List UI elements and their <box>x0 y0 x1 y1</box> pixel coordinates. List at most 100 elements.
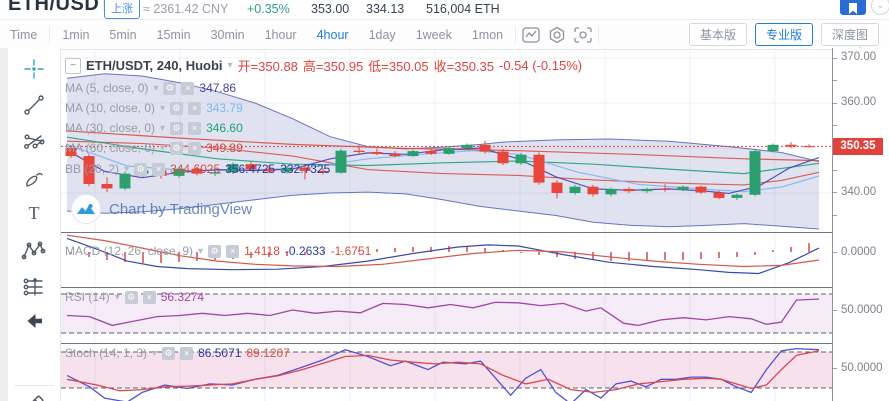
ma5-legend-row: MA (5, close, 0) ▾ ⚙ × 347.86 <box>65 81 236 95</box>
panel-divider[interactable] <box>61 232 889 233</box>
gear-icon[interactable]: ⚙ <box>170 141 184 155</box>
chevron-down-icon[interactable]: ▾ <box>160 122 166 134</box>
low-24h: 334.13 <box>366 2 405 16</box>
fib-lines-tool[interactable] <box>21 274 47 300</box>
close-icon[interactable]: × <box>226 244 240 258</box>
axis-tick-360: 360.00 <box>841 96 877 108</box>
rsi-value: 56.3274 <box>160 290 205 304</box>
gear-icon[interactable]: ⚙ <box>134 162 148 176</box>
xabcd-pattern-tool[interactable] <box>21 238 47 264</box>
gear-icon[interactable]: ⚙ <box>170 121 184 135</box>
chart-toolbar: Time 1min 5min 15min 30min 1hour 4hour 1… <box>0 19 889 50</box>
ruler-tool[interactable] <box>21 392 47 401</box>
price-axis[interactable]: 370.00 360.00 340.00 350.35 0.0000 50.00… <box>832 48 889 401</box>
chevron-down-icon[interactable]: ▾ <box>124 163 130 175</box>
bb-basis-value: 344.6025 <box>170 162 221 176</box>
gear-icon[interactable]: ⚙ <box>124 290 138 304</box>
symbol-title[interactable]: ETH/USDT, 240, Huobi <box>86 58 223 73</box>
stoch-legend-row: Stoch (14, 1, 3) ▾ ⚙ × 86.5071 89.1207 <box>65 346 290 360</box>
gear-icon[interactable]: ⚙ <box>170 101 184 115</box>
gear-icon[interactable]: ⚙ <box>208 244 222 258</box>
panel-divider[interactable] <box>61 287 889 288</box>
trend-line-tool[interactable] <box>21 92 47 118</box>
ma30-label[interactable]: MA (30, close, 0) <box>65 121 156 135</box>
timeframe-15min[interactable]: 15min <box>156 27 191 42</box>
brush-tool[interactable] <box>21 166 47 192</box>
change-percent: +0.35% <box>247 2 290 16</box>
rsi-legend-row: RSI (14) ▾ ⚙ × 56.3274 <box>65 290 204 304</box>
macd-value-2: -0.2633 <box>284 244 326 258</box>
crosshair-tool[interactable] <box>21 56 47 82</box>
close-icon[interactable]: × <box>188 121 202 135</box>
separator <box>49 26 51 43</box>
timeframe-1hour[interactable]: 1hour <box>264 27 297 42</box>
ma30-legend-row: MA (30, close, 0) ▾ ⚙ × 346.60 <box>65 121 243 135</box>
ma5-value: 347.86 <box>199 81 237 95</box>
basic-view-button[interactable]: 基本版 <box>688 23 747 46</box>
screenshot-button[interactable] <box>570 25 596 45</box>
close-icon[interactable]: × <box>188 101 202 115</box>
macd-legend-row: MACD (12, 26, close, 9) ▾ ⚙ × 1.4118 -0.… <box>65 244 371 258</box>
favorite-button[interactable] <box>840 0 866 15</box>
axis-tick-macd-0: 0.0000 <box>841 246 877 258</box>
rsi-label[interactable]: RSI (14) <box>65 290 110 304</box>
chevron-down-icon[interactable]: ▾ <box>160 102 166 114</box>
timeframe-30min[interactable]: 30min <box>210 27 245 42</box>
timeframe-1day[interactable]: 1day <box>368 27 396 42</box>
bb-label[interactable]: BB (20, 2) <box>65 162 120 176</box>
ruler-icon <box>24 395 44 401</box>
timeframe-1week[interactable]: 1week <box>415 27 452 42</box>
bb-legend-row: BB (20, 2) ▾ ⚙ × 344.6025 356.4725 332.7… <box>65 162 330 176</box>
legend-collapse-icon[interactable]: − <box>65 57 81 74</box>
depth-view-button[interactable]: 深度图 <box>820 23 879 46</box>
indicator-icon <box>549 26 565 43</box>
ma5-label[interactable]: MA (5, close, 0) <box>65 81 149 95</box>
trend-line-icon <box>24 95 44 115</box>
close-icon[interactable]: × <box>181 81 195 95</box>
watermark-text: Chart by TradingView <box>109 200 253 218</box>
volume-24h: 516,004 ETH <box>426 2 500 16</box>
chevron-down-icon[interactable]: ▾ <box>152 347 158 359</box>
price-chart-canvas[interactable]: − ETH/USDT, 240, Huobi ▾ 开=350.88 高=350.… <box>61 48 832 401</box>
tradingview-logo-icon <box>77 204 95 214</box>
back-arrow-button[interactable] <box>21 308 47 334</box>
separator <box>598 26 600 43</box>
text-icon: T <box>29 203 40 223</box>
stoch-k-value: 86.5071 <box>198 346 242 360</box>
timeframe-1mon[interactable]: 1mon <box>471 27 504 42</box>
close-icon[interactable]: × <box>152 162 166 176</box>
chevron-down-icon[interactable]: ▾ <box>153 82 159 94</box>
axis-tick-stoch-50: 50.0000 <box>841 362 883 374</box>
panel-divider[interactable] <box>61 343 889 344</box>
timeframe-4hour[interactable]: 4hour <box>316 27 349 42</box>
timeframe-5min[interactable]: 5min <box>109 27 137 42</box>
pro-view-button[interactable]: 专业版 <box>754 23 813 46</box>
ma10-label[interactable]: MA (10, close, 0) <box>65 101 156 115</box>
close-icon[interactable]: × <box>188 141 202 155</box>
cross-lines-tool[interactable] <box>21 129 47 155</box>
chevron-down-icon[interactable]: ▾ <box>227 60 233 71</box>
stoch-label[interactable]: Stoch (14, 1, 3) <box>65 346 148 360</box>
sidebar-divider <box>14 385 54 386</box>
chevron-down-icon[interactable]: ▾ <box>114 291 120 303</box>
svg-text:T: T <box>29 203 40 223</box>
text-tool[interactable]: T <box>21 200 47 226</box>
axis-tick-370: 370.00 <box>841 51 877 63</box>
ohlc-high: 高=350.95 <box>302 59 364 74</box>
chevron-down-icon[interactable]: ▾ <box>160 142 166 154</box>
chevron-down-icon[interactable]: ▾ <box>198 245 204 257</box>
chart-style-button[interactable] <box>518 25 544 45</box>
symbol-header-bar: ETH/USDT 上涨 ≈ 2361.42 CNY +0.35% 353.00 … <box>0 0 889 19</box>
ma60-label[interactable]: MA (60, close, 0) <box>65 141 156 155</box>
ma60-value: 349.89 <box>206 141 243 155</box>
gear-icon[interactable]: ⚙ <box>162 346 176 360</box>
gear-icon[interactable]: ⚙ <box>163 81 177 95</box>
timeframe-1min[interactable]: 1min <box>62 27 90 42</box>
timeframe-time[interactable]: Time <box>10 27 38 42</box>
close-icon[interactable]: × <box>180 346 194 360</box>
macd-label[interactable]: MACD (12, 26, close, 9) <box>65 244 194 258</box>
close-icon[interactable]: × <box>142 290 156 304</box>
indicator-settings-button[interactable] <box>544 25 570 45</box>
more-dropdown-button[interactable]: ⌄ <box>871 0 889 15</box>
